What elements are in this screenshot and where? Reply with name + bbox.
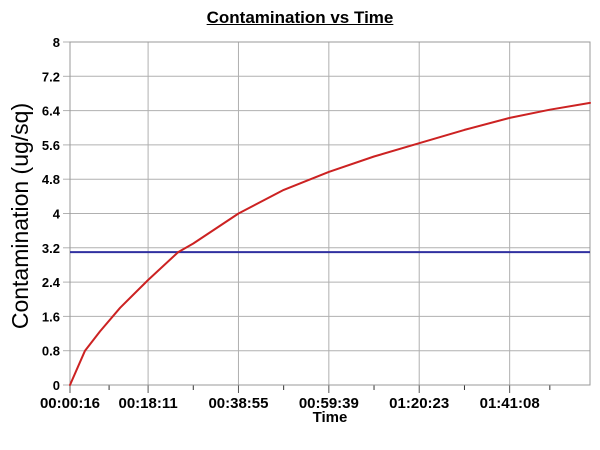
y-tick-label: 0 (53, 378, 60, 393)
x-tick-label: 01:41:08 (480, 395, 540, 412)
y-tick-label: 3.2 (42, 241, 60, 256)
plot-frame (69, 41, 591, 386)
y-tick-label: 4.8 (42, 172, 60, 187)
y-tick-label: 6.4 (42, 104, 61, 119)
chart-title: Contamination vs Time (206, 8, 394, 27)
x-tick-label: 00:59:39 (299, 395, 359, 412)
y-tick-label: 7.2 (42, 69, 60, 84)
x-tick-label: 00:00:16 (40, 395, 100, 412)
x-tick-label: 00:38:55 (208, 395, 268, 412)
y-tick-label: 0.8 (42, 344, 60, 359)
y-tick-label: 5.6 (42, 138, 60, 153)
y-tick-label: 8 (53, 35, 60, 50)
x-tick-label: 00:18:11 (118, 395, 177, 412)
series-contamination (69, 101, 591, 386)
y-tick-label: 4 (53, 207, 61, 222)
y-tick-label: 2.4 (42, 275, 61, 290)
x-tick-label: 01:20:23 (389, 395, 449, 412)
y-tick-label: 1.6 (42, 309, 60, 324)
x-axis-title: Time (312, 409, 348, 426)
